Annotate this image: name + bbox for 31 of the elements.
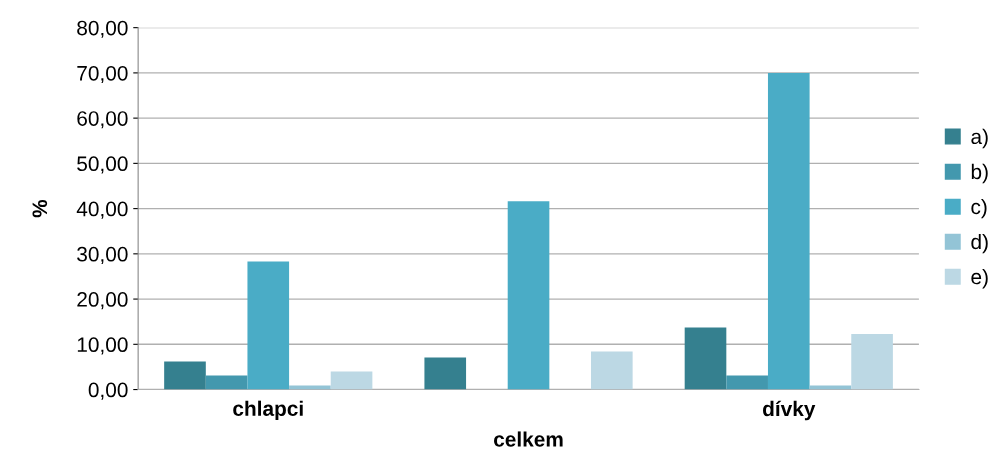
bar (424, 357, 467, 390)
y-tick-label: 10,00 (77, 337, 128, 355)
bar (590, 351, 633, 390)
x-tick-label: chlapci (233, 400, 303, 421)
legend-label: a) (971, 128, 988, 149)
bar (330, 371, 373, 390)
y-tick-label: 20,00 (77, 292, 128, 310)
legend-label: b) (971, 163, 988, 184)
x-tick-label: celkem (494, 431, 563, 447)
y-tick-label: 0,00 (88, 382, 128, 400)
legend-label: c) (971, 198, 987, 219)
bar (767, 72, 810, 390)
bar (726, 375, 768, 390)
y-tick-label: 30,00 (77, 246, 128, 265)
bar (164, 361, 206, 390)
bar (684, 327, 727, 390)
y-tick-label: 60,00 (77, 111, 128, 129)
y-tick-label: 50,00 (77, 156, 128, 174)
bar (247, 261, 290, 390)
y-tick-label: 80,00 (77, 20, 128, 38)
x-tick-label: dívky (763, 400, 816, 421)
bar (289, 385, 331, 390)
y-tick-label: 70,00 (77, 65, 128, 84)
bar (205, 375, 248, 390)
y-axis-title: % (32, 199, 48, 218)
legend-label: d) (971, 233, 988, 254)
bar (507, 201, 550, 390)
legend-label: e) (971, 268, 988, 289)
y-tick-label: 40,00 (76, 201, 128, 219)
bar (809, 385, 852, 390)
bar (851, 333, 893, 390)
